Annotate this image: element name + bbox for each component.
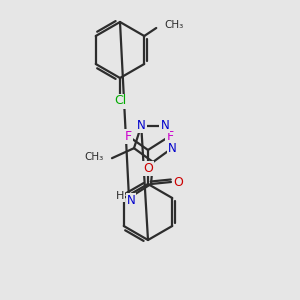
- Text: N: N: [168, 142, 176, 155]
- Text: CH₃: CH₃: [85, 152, 104, 162]
- Text: N: N: [127, 194, 135, 206]
- Text: N: N: [160, 119, 169, 132]
- Text: F: F: [124, 130, 132, 142]
- Text: O: O: [173, 176, 183, 188]
- Text: CH₃: CH₃: [164, 20, 184, 30]
- Text: O: O: [143, 161, 153, 175]
- Text: N: N: [137, 119, 146, 132]
- Text: F: F: [167, 130, 174, 142]
- Text: H: H: [116, 191, 124, 201]
- Text: Cl: Cl: [114, 94, 126, 107]
